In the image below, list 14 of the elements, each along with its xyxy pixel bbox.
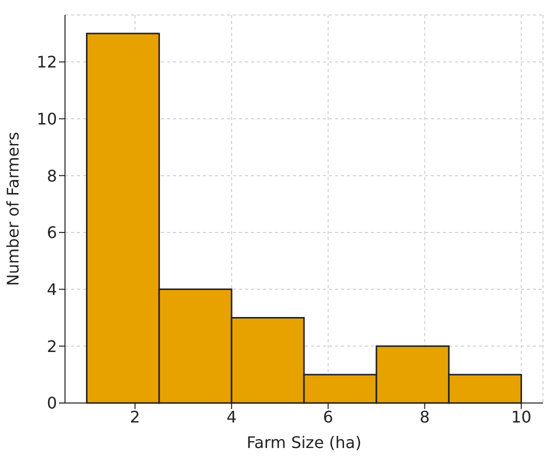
y-tick-label: 6 — [46, 223, 57, 242]
x-tick-label: 8 — [420, 407, 430, 426]
x-tick-label: 2 — [130, 407, 140, 426]
y-tick-label: 2 — [46, 336, 57, 356]
y-tick-label: 4 — [46, 280, 57, 299]
x-tick-label: 10 — [511, 407, 532, 426]
y-tick-label: 8 — [46, 166, 57, 186]
x-tick-label: 4 — [226, 407, 237, 426]
y-tick-label: 0 — [46, 394, 57, 413]
x-axis-title: Farm Size (ha) — [246, 433, 362, 452]
y-tick-label: 12 — [36, 52, 57, 72]
x-tick-label: 6 — [323, 407, 334, 426]
y-axis-title: Number of Farmers — [4, 132, 23, 286]
y-tick-label: 10 — [36, 109, 57, 128]
